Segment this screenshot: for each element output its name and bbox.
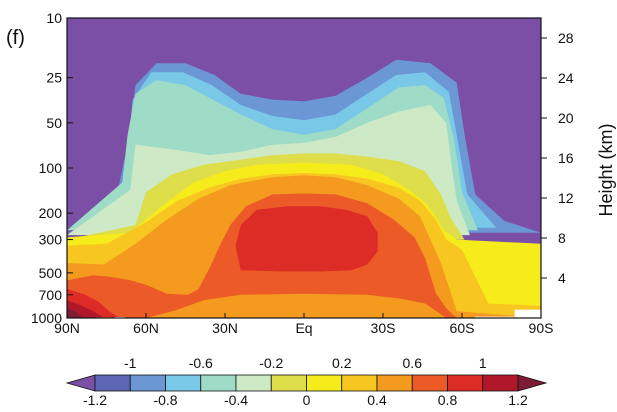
contour-region-12: [235, 206, 378, 272]
x-axis-ticks: 90N 60N 30N Eq 30S 60S 90S: [54, 313, 553, 336]
colorbar-extend-low: [65, 374, 96, 392]
colorbar-lower-label: 0: [303, 392, 311, 407]
right-tick-label: 20: [558, 110, 574, 126]
x-tick-label: 90N: [54, 320, 80, 336]
colorbar-upper-label: 1: [479, 355, 487, 371]
left-tick-label: 700: [39, 287, 63, 303]
colorbar-segment: [270, 374, 307, 392]
left-tick-label: 200: [39, 205, 63, 221]
left-tick-label: 50: [46, 115, 62, 131]
panel-label: (f): [6, 27, 25, 49]
x-tick-label: 60S: [450, 320, 475, 336]
right-tick-label: 16: [558, 150, 574, 166]
colorbar-upper-label: -0.2: [259, 355, 283, 371]
plot-regions: [67, 18, 541, 318]
right-tick-label: 8: [558, 230, 566, 246]
colorbar-lower-label: -1.2: [83, 392, 107, 407]
x-tick-label: 60N: [133, 320, 159, 336]
plot-border: [66, 17, 542, 319]
colorbar-upper-label: 0.6: [403, 355, 423, 371]
colorbar-lower-label: 0.8: [438, 392, 458, 407]
colorbar-segment: [306, 374, 343, 392]
right-axis-ticks: 4 8 12 16 20 24 28: [541, 30, 574, 286]
right-tick-label: 28: [558, 30, 574, 46]
left-tick-label: 500: [39, 265, 63, 281]
colorbar-upper-label: 0.2: [332, 355, 352, 371]
colorbar-segment: [129, 374, 166, 392]
colorbar-segment: [482, 374, 519, 392]
x-tick-label: 30S: [371, 320, 396, 336]
contour-region-11: [146, 293, 447, 318]
left-tick-label: 300: [39, 232, 63, 248]
colorbar-segment: [376, 374, 413, 392]
colorbar-segment: [235, 374, 272, 392]
colorbar-lower-label: 1.2: [508, 392, 528, 407]
colorbar: -1 -0.6 -0.2 0.2 0.6 1 -1.2 -0.8 -0.4 0 0.4 0.8 1.2: [65, 355, 548, 408]
missing-data-patch-1: [514, 309, 541, 318]
right-tick-label: 4: [558, 270, 566, 286]
x-tick-label: 30N: [212, 320, 238, 336]
colorbar-lower-label: -0.8: [153, 392, 177, 407]
left-tick-label: 10: [46, 10, 62, 26]
contour-region-16: [67, 308, 83, 318]
right-axis-title-group: Height (km): [596, 123, 616, 216]
right-tick-label: 12: [558, 190, 574, 206]
x-tick-label: 90S: [529, 320, 554, 336]
left-tick-label: 100: [39, 160, 63, 176]
colorbar-segment: [165, 374, 202, 392]
plot-frame: [66, 17, 542, 319]
colorbar-extend-high: [517, 374, 548, 392]
x-tick-label: Eq: [295, 320, 312, 336]
colorbar-segment: [411, 374, 448, 392]
missing-data-patch-0: [475, 316, 515, 318]
colorbar-upper-label: -1: [124, 355, 137, 371]
colorbar-lower-label: 0.4: [367, 392, 387, 407]
colorbar-segment: [341, 374, 378, 392]
colorbar-segment: [200, 374, 237, 392]
colorbar-segment: [94, 374, 131, 392]
panel-label-group: (f): [6, 27, 25, 49]
colorbar-upper-label: -0.6: [189, 355, 213, 371]
left-tick-label: 1000: [31, 310, 62, 326]
left-tick-label: 25: [46, 70, 62, 86]
colorbar-segment: [447, 374, 484, 392]
left-axis-ticks: 1000 700 500 300 200 100 50 25 10: [31, 10, 73, 326]
colorbar-lower-label: -0.4: [224, 392, 248, 407]
right-tick-label: 24: [558, 70, 574, 86]
right-axis-title: Height (km): [596, 123, 616, 216]
